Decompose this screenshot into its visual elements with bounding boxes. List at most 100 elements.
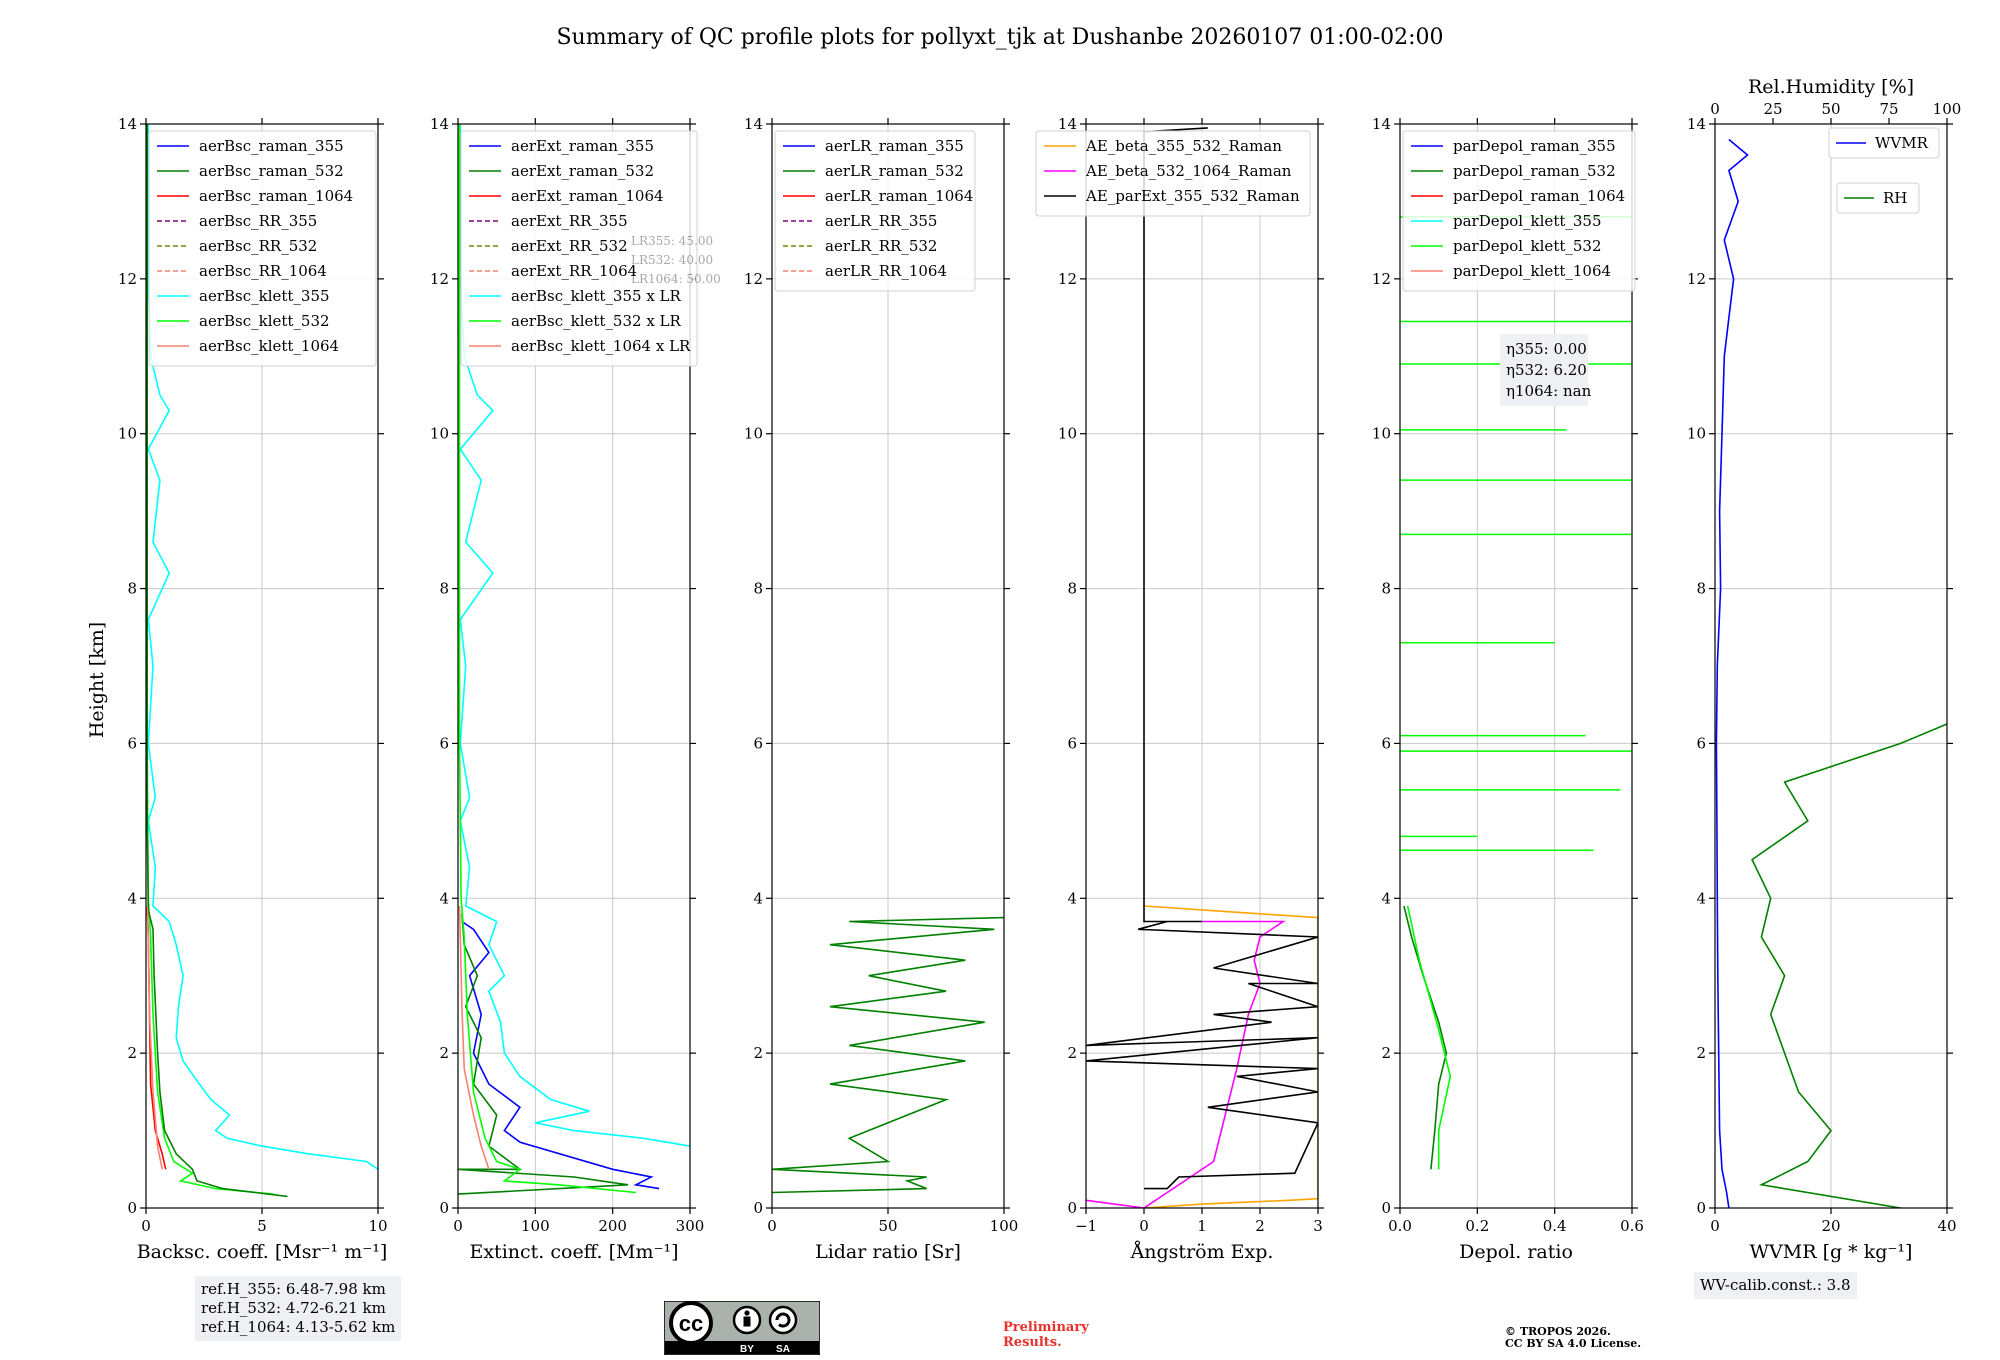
y-tick-label: 2: [753, 1044, 763, 1062]
y-tick-label: 6: [1381, 734, 1391, 752]
figure-title: Summary of QC profile plots for pollyxt_…: [556, 25, 1443, 50]
panel-frame: [1399, 123, 1633, 1209]
legend-label: AE_beta_532_1064_Raman: [1085, 162, 1292, 180]
legend-label: aerExt_RR_532: [511, 237, 628, 255]
plot-area: [1400, 216, 1632, 1170]
x-tick-label: 0: [1710, 1217, 1720, 1235]
eta-label: η532: 6.20: [1506, 361, 1587, 379]
plot-area: [1715, 138, 1947, 1208]
copyright-line-1: © TROPOS 2026.: [1505, 1325, 1611, 1338]
y-tick-label: 6: [1696, 734, 1706, 752]
y-tick-label: 8: [1696, 580, 1706, 598]
legend-label: aerLR_raman_532: [825, 162, 964, 180]
series-aerBsc_klett_1064 x LR: [458, 905, 490, 1170]
cc-by-sa-badge: cc BY SA: [663, 1300, 821, 1356]
legend-label: parDepol_klett_1064: [1453, 262, 1611, 280]
y-tick-label: 10: [1058, 425, 1077, 443]
y-tick-label: 14: [1058, 115, 1077, 133]
legend-label: aerExt_RR_1064: [511, 262, 637, 280]
y-tick-label: 0: [1381, 1199, 1391, 1217]
legend: aerLR_raman_355 aerLR_raman_532 aerLR_rama…: [774, 130, 976, 292]
legend-label: aerBsc_raman_1064: [199, 187, 353, 205]
x2-tick-label: 100: [1933, 100, 1962, 118]
series-aerBsc_klett_355 x LR: [459, 124, 690, 1147]
x2-tick-label: 50: [1821, 100, 1840, 118]
eta-box-bg: [1500, 334, 1588, 406]
y-tick-label: 8: [127, 580, 137, 598]
plot-area: [772, 916, 1004, 1194]
x-tick-label: 40: [1937, 1217, 1956, 1235]
x-tick-label: 0: [141, 1217, 151, 1235]
plot-area: [1086, 127, 1318, 1208]
panel-1: 0 5 10 0 2 4 6 8 10 12 14 Backsc. coeff. [Msr⁻¹ m⁻¹…: [118, 115, 388, 1263]
legend: aerBsc_raman_355 aerBsc_raman_532 aerBsc_r…: [148, 130, 377, 367]
y-tick-label: 4: [1067, 889, 1077, 907]
plot-area: [458, 124, 690, 1195]
series-aerBsc_klett_532 x LR: [458, 124, 636, 1194]
y-tick-label: 14: [1372, 115, 1391, 133]
y-tick-label: 10: [118, 425, 137, 443]
y-tick-label: 12: [118, 270, 137, 288]
series-AE_parExt_355_532_Raman: [1086, 127, 1318, 1190]
y-tick-label: 8: [1067, 580, 1077, 598]
panel-5: 0.0 0.2 0.4 0.6 0 2 4 6 8 10 12 14 Depol. ratio parDe…: [1372, 115, 1644, 1263]
eta-box: η355: 0.00 η532: 6.20 η1064: nan: [1500, 334, 1592, 406]
y-tick-label: 2: [127, 1044, 137, 1062]
x-tick-label: 0.2: [1465, 1217, 1489, 1235]
legend: AE_beta_355_532_Raman AE_beta_532_1064_Ra…: [1035, 130, 1311, 217]
y-tick-label: 4: [439, 889, 449, 907]
eta-label: η1064: nan: [1506, 382, 1592, 400]
series-parDepol_raman_532: [1403, 905, 1448, 1170]
y-tick-label: 0: [1696, 1199, 1706, 1217]
y-tick-label: 4: [1696, 889, 1706, 907]
series-WVMR: [1715, 138, 1749, 1208]
legend: aerExt_raman_355 aerExt_raman_532 aerExt_r…: [460, 130, 698, 367]
x-axis-label: Ångström Exp.: [1130, 1241, 1274, 1263]
legend-label: aerLR_RR_355: [825, 212, 937, 230]
series-aerExt_raman_355: [461, 920, 660, 1190]
x-tick-label: −1: [1075, 1217, 1097, 1235]
x-tick-label: 50: [878, 1217, 897, 1235]
legend-label: aerBsc_RR_355: [199, 212, 317, 230]
legend-label: aerBsc_raman_355: [199, 137, 344, 155]
legend-label: parDepol_klett_355: [1453, 212, 1602, 230]
y-tick-label: 4: [753, 889, 763, 907]
y-tick-label: 10: [1372, 425, 1391, 443]
y-tick-label: 12: [430, 270, 449, 288]
legend-label: parDepol_raman_1064: [1453, 187, 1625, 205]
legend-box: [774, 130, 976, 292]
reference-height-box: ref.H_355: 6.48-7.98 km ref.H_532: 4.72-…: [195, 1276, 402, 1341]
legend-label: parDepol_raman_532: [1453, 162, 1616, 180]
x2-tick-label: 0: [1710, 100, 1720, 118]
legend-box: [1402, 130, 1636, 292]
y-tick-label: 12: [1058, 270, 1077, 288]
y-tick-label: 2: [439, 1044, 449, 1062]
series-aerExt_raman_532: [458, 913, 629, 1195]
plot-area: [146, 124, 378, 1198]
x-tick-label: 0: [1139, 1217, 1149, 1235]
panel-3: 0 50 100 0 2 4 6 8 10 12 14 Lidar ratio [Sr] aerLR_r…: [744, 115, 1018, 1263]
x-tick-label: 2: [1255, 1217, 1265, 1235]
x-tick-label: 0.6: [1620, 1217, 1644, 1235]
x-axis-label: Depol. ratio: [1459, 1241, 1573, 1263]
y-tick-label: 12: [744, 270, 763, 288]
legend-label: aerLR_RR_532: [825, 237, 937, 255]
x-tick-label: 100: [521, 1217, 550, 1235]
ref-h-1064: ref.H_1064: 4.13-5.62 km: [201, 1318, 396, 1336]
legend-label: aerBsc_klett_355: [199, 287, 330, 305]
legend-box: [1035, 130, 1311, 217]
legend-wvmr: WVMR: [1828, 127, 1940, 159]
lidar-ratio-label: LR532: 40.00: [631, 253, 713, 267]
copyright-note: © TROPOS 2026. CC BY SA 4.0 License.: [1505, 1326, 1641, 1350]
y-tick-label: 2: [1067, 1044, 1077, 1062]
eta-label: η355: 0.00: [1506, 340, 1587, 358]
legend-label: aerLR_raman_1064: [825, 187, 973, 205]
series-RH: [1751, 587, 1947, 1208]
copyright-line-2: CC BY SA 4.0 License.: [1505, 1337, 1642, 1350]
lidar-ratio-label: LR355: 45.00: [631, 234, 713, 248]
x-tick-label: 100: [990, 1217, 1019, 1235]
x-axis-label: Extinct. coeff. [Mm⁻¹]: [469, 1241, 678, 1263]
x-axis-label: WVMR [g * kg⁻¹]: [1750, 1241, 1913, 1263]
legend-label: AE_beta_355_532_Raman: [1085, 137, 1282, 155]
